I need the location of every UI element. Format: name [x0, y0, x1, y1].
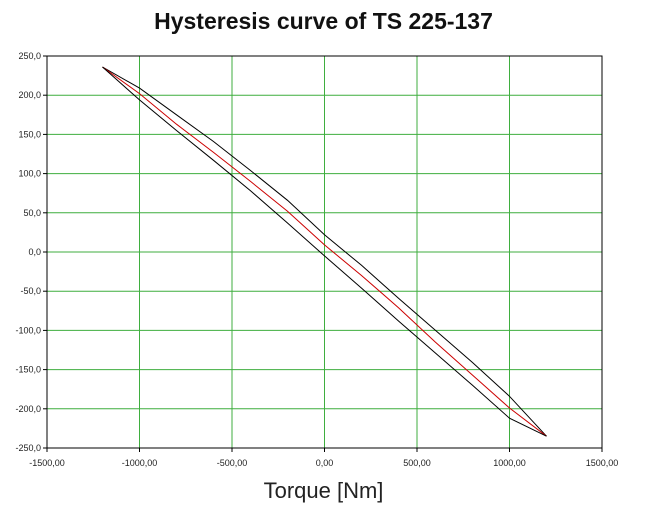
y-tick-label: 0,0: [28, 247, 41, 257]
y-tick-label: 150,0: [18, 129, 41, 139]
series-line: [102, 66, 547, 437]
chart-title: Hysteresis curve of TS 225-137: [154, 8, 493, 34]
y-tick-label: 250,0: [18, 51, 41, 61]
x-tick-label: -1000,00: [122, 458, 158, 468]
series-line: [102, 66, 547, 437]
y-tick-label: 200,0: [18, 90, 41, 100]
y-tick-label: -50,0: [20, 286, 41, 296]
y-tick-label: -150,0: [15, 365, 41, 375]
y-tick-label: -200,0: [15, 404, 41, 414]
y-tick-label: -100,0: [15, 325, 41, 335]
x-tick-label: 1500,00: [586, 458, 619, 468]
y-tick-label: -250,0: [15, 443, 41, 453]
x-tick-label: -1500,00: [29, 458, 65, 468]
y-tick-label: 50,0: [23, 208, 41, 218]
x-tick-label: 500,00: [403, 458, 431, 468]
x-tick-label: 0,00: [316, 458, 334, 468]
series-line: [102, 66, 547, 437]
x-axis-label: Torque [Nm]: [263, 478, 384, 503]
x-tick-label: -500,00: [217, 458, 248, 468]
y-tick-label: 100,0: [18, 169, 41, 179]
x-tick-label: 1000,00: [493, 458, 526, 468]
